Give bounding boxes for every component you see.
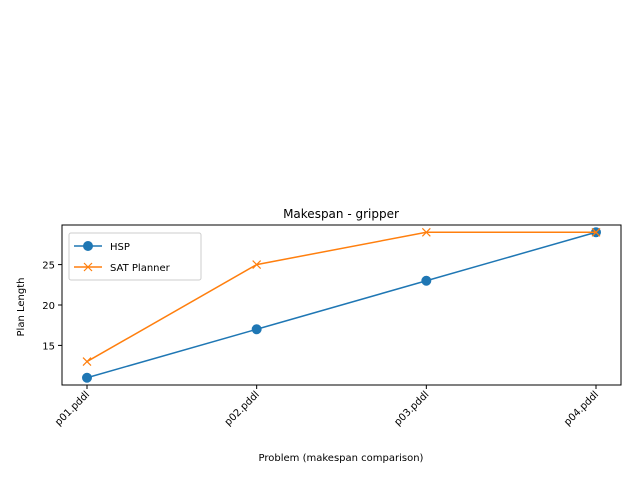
data-point xyxy=(82,357,92,366)
chart-title: Makespan - gripper xyxy=(283,207,399,221)
data-point xyxy=(251,324,262,335)
data-point xyxy=(82,372,92,383)
plot-frame xyxy=(61,224,622,386)
legend-box xyxy=(68,232,202,281)
y-tick-label: 25 xyxy=(42,261,55,272)
series-line-hsp xyxy=(86,231,597,379)
data-point xyxy=(421,275,432,286)
y-axis-label: Plan Length xyxy=(16,278,27,337)
legend-marker xyxy=(83,241,93,251)
data-point-stroke xyxy=(421,227,431,237)
y-tick-label: 15 xyxy=(42,341,55,352)
series-line-sat-planner xyxy=(86,231,596,363)
data-point xyxy=(421,227,431,237)
y-tick-label: 20 xyxy=(42,301,55,312)
legend-label: SAT Planner xyxy=(110,263,171,274)
data-point xyxy=(591,227,601,237)
data-point-stroke xyxy=(252,260,262,270)
data-point-stroke xyxy=(82,357,92,366)
legend-label: HSP xyxy=(110,242,130,253)
data-point-stroke xyxy=(591,227,601,237)
legend-marker xyxy=(83,262,93,272)
legend-marker-stroke xyxy=(83,262,93,272)
data-point xyxy=(252,260,262,270)
x-axis-label: Problem (makespan comparison) xyxy=(259,453,424,464)
